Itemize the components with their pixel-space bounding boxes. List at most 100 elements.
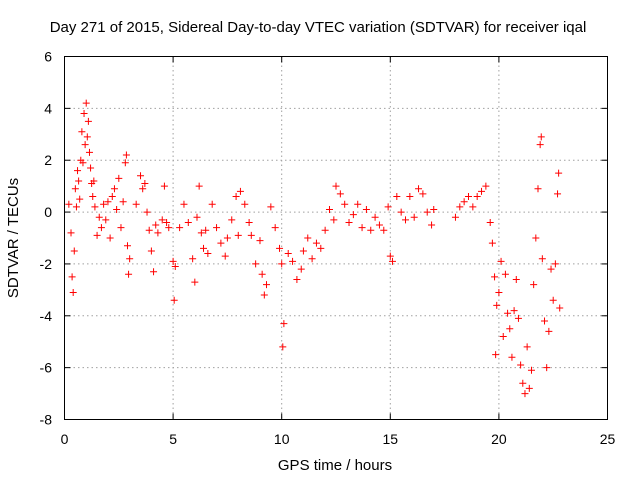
data-point (488, 239, 496, 247)
data-point (121, 159, 129, 167)
data-point (106, 234, 114, 242)
data-point (241, 200, 249, 208)
data-point (506, 325, 514, 333)
data-point (197, 229, 205, 237)
data-point (332, 182, 340, 190)
data-point (523, 343, 531, 351)
data-point (456, 203, 464, 211)
data-point (308, 255, 316, 263)
data-point (145, 226, 153, 234)
data-point (232, 193, 240, 201)
data-point (143, 208, 151, 216)
data-point (247, 231, 255, 239)
x-tick-label: 15 (383, 431, 399, 447)
data-point (169, 257, 177, 265)
data-point (171, 263, 179, 271)
data-point (80, 110, 88, 118)
y-tick-label: 2 (44, 152, 52, 168)
data-point (538, 255, 546, 263)
data-point (256, 237, 264, 245)
data-point (497, 257, 505, 265)
data-point (410, 213, 418, 221)
data-point (423, 208, 431, 216)
data-point (132, 200, 140, 208)
data-point (293, 275, 301, 283)
data-point (530, 281, 538, 289)
data-point (534, 185, 542, 193)
data-point (536, 141, 544, 149)
data-point (191, 278, 199, 286)
data-point (491, 273, 499, 281)
data-point (271, 224, 279, 232)
data-point (386, 252, 394, 260)
data-point (152, 221, 160, 229)
data-point (104, 198, 112, 206)
data-point (367, 226, 375, 234)
y-axis-label: SDTVAR / TECUs (5, 178, 22, 298)
data-point (221, 252, 229, 260)
chart-title: Day 271 of 2015, Sidereal Day-to-day VTE… (50, 19, 587, 36)
data-point (375, 221, 383, 229)
y-tick-label: -2 (40, 256, 53, 272)
data-point (341, 200, 349, 208)
data-point (217, 239, 225, 247)
data-point (97, 224, 105, 232)
data-point (478, 187, 486, 195)
y-tick-label: -6 (40, 360, 53, 376)
data-point (223, 234, 231, 242)
data-point (499, 333, 507, 341)
data-point (67, 229, 75, 237)
data-point (402, 216, 410, 224)
data-point (68, 273, 76, 281)
data-point (354, 200, 362, 208)
data-point (541, 317, 549, 325)
data-point (85, 148, 93, 156)
data-point (551, 260, 559, 268)
data-point (72, 203, 80, 211)
data-point (117, 224, 125, 232)
data-point (83, 133, 91, 141)
data-point (473, 193, 481, 201)
data-point (278, 260, 286, 268)
data-point (317, 244, 325, 252)
data-point (510, 307, 518, 315)
data-point (200, 244, 208, 252)
data-point (280, 320, 288, 328)
x-axis-label: GPS time / hours (278, 457, 392, 474)
data-point (189, 255, 197, 263)
data-point (284, 250, 292, 258)
data-point (115, 174, 123, 182)
data-point (100, 200, 108, 208)
data-point (82, 99, 90, 107)
data-point (428, 221, 436, 229)
data-point (504, 309, 512, 317)
data-point (517, 361, 525, 369)
data-point (137, 172, 145, 180)
data-point (113, 205, 121, 213)
data-point (245, 218, 253, 226)
data-point (362, 205, 370, 213)
data-point (139, 185, 147, 193)
data-point (126, 255, 134, 263)
data-point (525, 384, 533, 392)
y-tick-label: -4 (40, 308, 53, 324)
data-point (451, 213, 459, 221)
data-point (79, 159, 87, 167)
data-point (267, 203, 275, 211)
data-point (537, 133, 545, 141)
data-point (279, 343, 287, 351)
x-tick-labels: 0 5 10 15 20 25 (61, 431, 616, 447)
data-point (299, 247, 307, 255)
data-point (330, 216, 338, 224)
data-point (208, 200, 216, 208)
data-point (549, 296, 557, 304)
data-point (119, 198, 127, 206)
data-point (297, 265, 305, 273)
data-point (84, 117, 92, 125)
data-point (76, 195, 84, 203)
grid-lines (64, 56, 608, 420)
x-tick-label: 0 (61, 431, 69, 447)
data-point (70, 247, 78, 255)
data-point (74, 167, 82, 175)
y-tick-label: 6 (44, 49, 52, 65)
